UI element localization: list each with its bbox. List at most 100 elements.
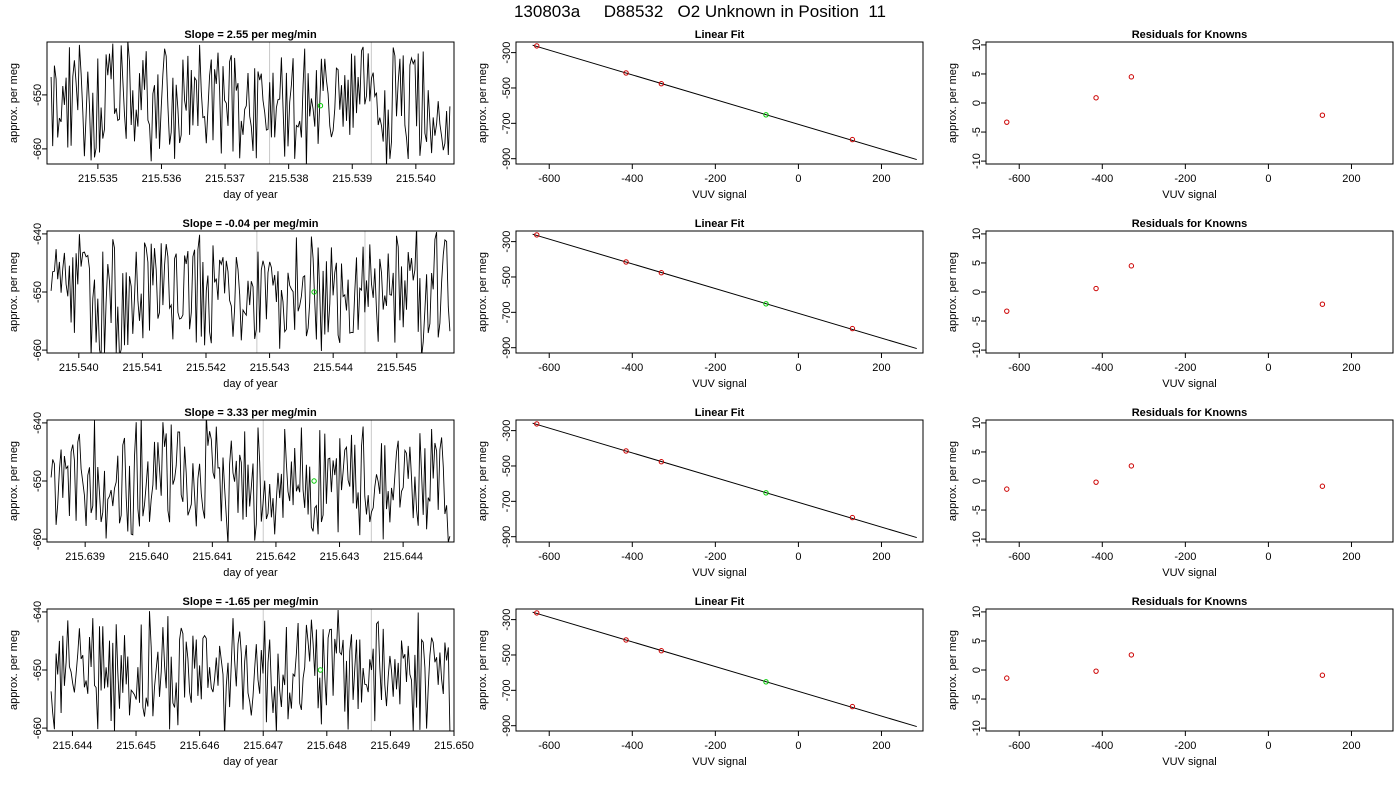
- fit-line: [532, 611, 917, 728]
- signal-trace: [50, 231, 451, 353]
- residual-point: [1004, 675, 1010, 681]
- panel-2-1: Slope = -0.04 per meg/min 215.540 215.541 2…: [8, 218, 455, 390]
- x-tick-label: -200: [704, 173, 726, 185]
- known-point: [534, 421, 540, 427]
- panel-title: Residuals for Knowns: [1132, 596, 1248, 608]
- panel-title: Linear Fit: [695, 218, 745, 230]
- x-tick-label: 215.650: [434, 740, 474, 752]
- y-axis-label: approx. per meg: [8, 441, 20, 521]
- known-point: [849, 514, 856, 521]
- y-tick-label: -300: [501, 420, 513, 442]
- y-tick-label: -700: [501, 490, 513, 512]
- y-tick-label: 5: [971, 260, 983, 266]
- y-tick-label: 10: [971, 39, 983, 51]
- x-tick-label: 215.543: [250, 362, 290, 374]
- plot-frame: [985, 419, 1394, 543]
- x-tick-label: -400: [621, 173, 643, 185]
- plot-area: [50, 231, 451, 353]
- x-tick-label: 0: [795, 362, 801, 374]
- plot-frame: [515, 419, 924, 543]
- residual-point: [1128, 463, 1135, 469]
- x-tick-label: 215.539: [332, 173, 372, 185]
- fit-line: [532, 422, 917, 539]
- y-tick-label: -10: [971, 153, 983, 169]
- y-tick-label: -5: [971, 316, 983, 326]
- y-axis-label: approx. per meg: [8, 630, 20, 710]
- y-tick-label: -300: [501, 42, 513, 64]
- y-axis-label: approx. per meg: [947, 63, 959, 143]
- y-tick-label: -500: [501, 644, 513, 666]
- residual-point: [1093, 479, 1099, 485]
- x-tick-label: -200: [704, 551, 726, 563]
- y-tick-label: -650: [32, 470, 44, 492]
- x-tick-label: 200: [1342, 173, 1360, 185]
- y-tick-label: 0: [971, 289, 983, 295]
- y-tick-label: -700: [501, 112, 513, 134]
- known-point: [623, 448, 629, 454]
- x-axis-label: day of year: [223, 756, 278, 768]
- panel-title: Slope = -0.04 per meg/min: [182, 218, 318, 230]
- panel-2-2: Linear Fit -600 -400 -200 0 200 -300 -500 -700 -9…: [477, 218, 924, 390]
- plot-area: [1004, 74, 1326, 125]
- plot-frame: [46, 419, 455, 543]
- known-point: [534, 610, 540, 616]
- y-tick-label: -900: [501, 337, 513, 359]
- residual-point: [1128, 652, 1135, 658]
- y-tick-label: -10: [971, 531, 983, 547]
- x-tick-label: -600: [538, 740, 560, 752]
- residual-point: [1093, 95, 1099, 101]
- plot-area: [1004, 463, 1326, 492]
- known-point: [849, 703, 856, 710]
- x-tick-label: -400: [621, 551, 643, 563]
- unknown-point: [763, 490, 769, 496]
- unknown-point: [317, 667, 324, 673]
- residual-point: [1319, 483, 1326, 489]
- x-axis-label: VUV signal: [692, 567, 746, 579]
- x-tick-label: -200: [1174, 740, 1196, 752]
- y-tick-label: -660: [32, 138, 44, 160]
- x-tick-label: 0: [1265, 173, 1271, 185]
- x-tick-label: 200: [872, 173, 890, 185]
- plot-frame: [985, 608, 1394, 732]
- x-axis-label: VUV signal: [1162, 189, 1216, 201]
- known-point: [658, 459, 665, 465]
- x-tick-label: 200: [872, 740, 890, 752]
- y-tick-label: 10: [971, 417, 983, 429]
- residual-point: [1004, 486, 1010, 492]
- plot-area: [532, 43, 917, 161]
- x-tick-label: 215.644: [53, 740, 93, 752]
- y-tick-label: -640: [32, 601, 44, 623]
- x-tick-label: -400: [1091, 173, 1113, 185]
- panel-3-1: Slope = 3.33 per meg/min 215.639 215.640 21…: [8, 407, 455, 579]
- panel-title: Residuals for Knowns: [1132, 218, 1248, 230]
- y-tick-label: -660: [32, 717, 44, 739]
- residual-point: [1319, 301, 1326, 307]
- x-tick-label: 215.642: [256, 551, 296, 563]
- panel-title: Linear Fit: [695, 596, 745, 608]
- residual-point: [1319, 112, 1326, 118]
- panel-title: Residuals for Knowns: [1132, 29, 1248, 41]
- y-tick-label: -650: [32, 84, 44, 106]
- page-title: 130803a D88532 O2 Unknown in Position 11: [513, 2, 887, 21]
- plot-area: [532, 421, 917, 539]
- x-tick-label: 200: [1342, 740, 1360, 752]
- y-axis-label: approx. per meg: [947, 441, 959, 521]
- x-tick-label: -400: [1091, 551, 1113, 563]
- x-tick-label: 215.545: [377, 362, 417, 374]
- plot-area: [50, 42, 451, 164]
- y-tick-label: -5: [971, 694, 983, 704]
- panel-title: Slope = 3.33 per meg/min: [184, 407, 317, 419]
- x-tick-label: -600: [1008, 740, 1030, 752]
- unknown-point: [311, 289, 317, 295]
- plot-area: [1004, 652, 1326, 681]
- plot-area: [532, 610, 917, 728]
- unknown-point: [763, 679, 769, 685]
- y-tick-label: 0: [971, 478, 983, 484]
- y-axis-label: approx. per meg: [8, 252, 20, 332]
- x-tick-label: -200: [1174, 551, 1196, 563]
- x-tick-label: -600: [538, 362, 560, 374]
- x-axis-label: VUV signal: [692, 189, 746, 201]
- y-axis-label: approx. per meg: [947, 252, 959, 332]
- unknown-point: [763, 112, 769, 118]
- x-axis-label: day of year: [223, 378, 278, 390]
